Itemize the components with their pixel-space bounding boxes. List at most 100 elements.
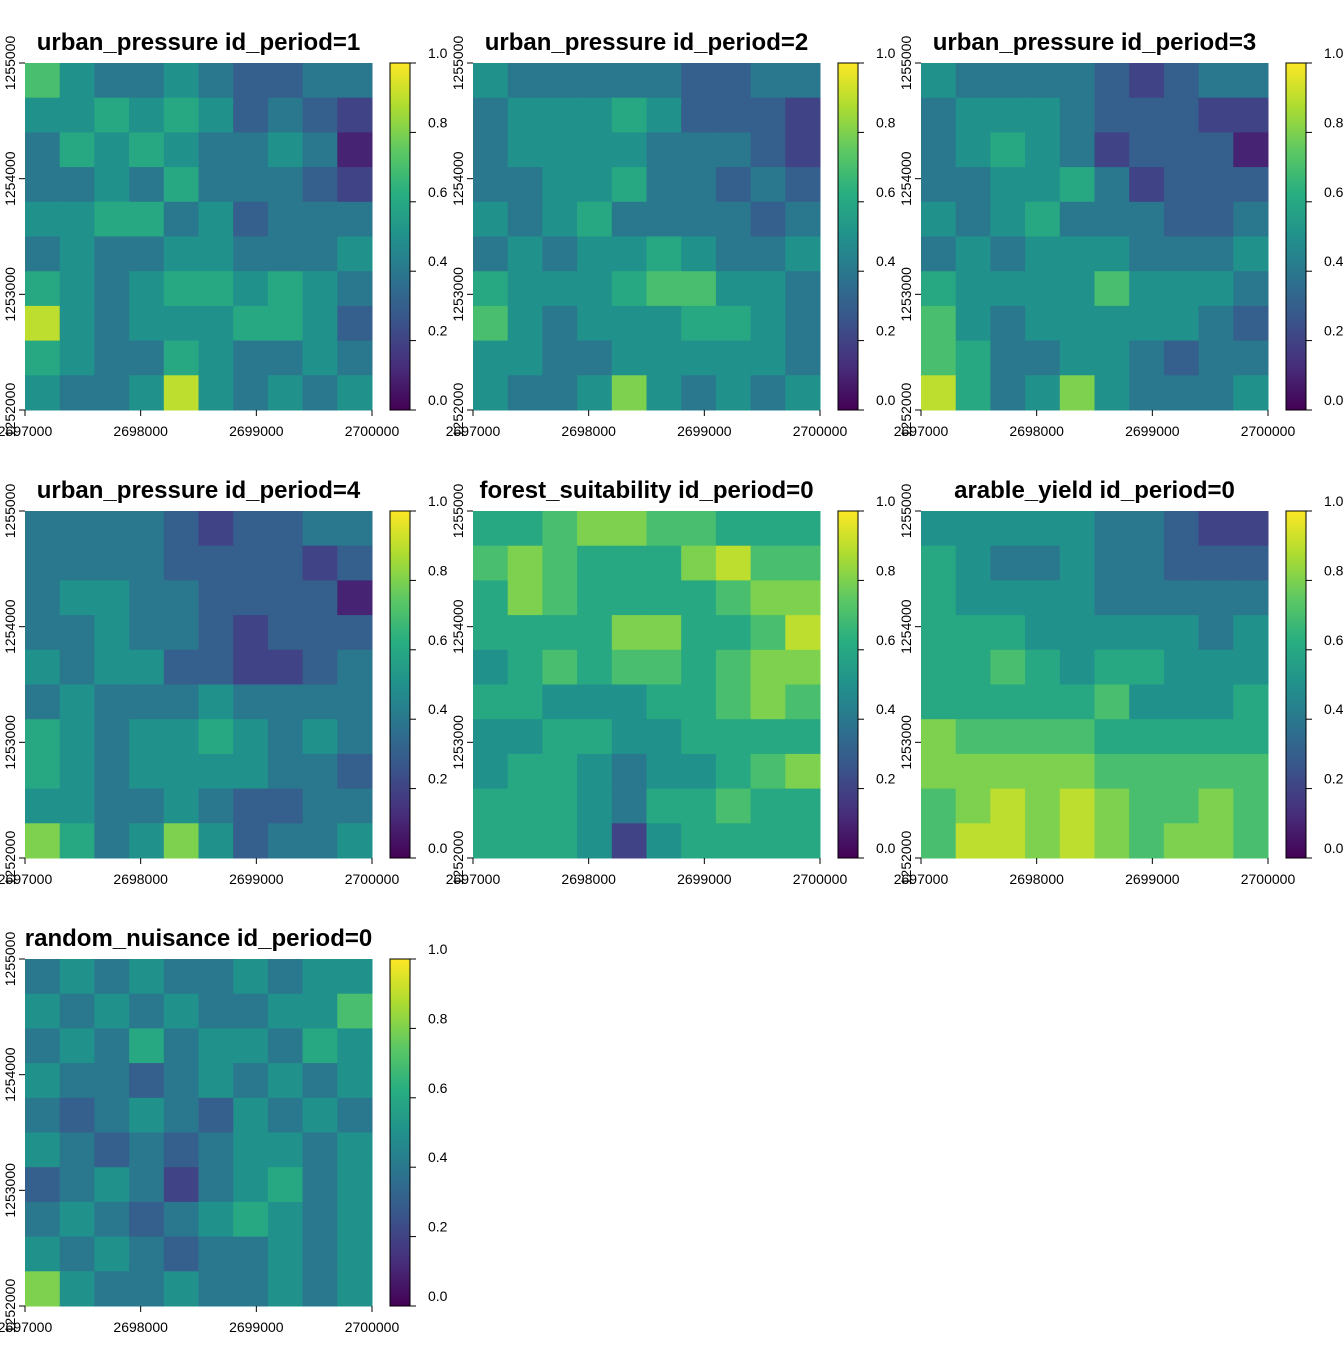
raster-cell <box>473 719 509 755</box>
y-tick-label: 1254000 <box>2 1047 18 1102</box>
raster-cell <box>233 615 269 651</box>
raster-cell <box>302 545 338 581</box>
raster-cell <box>542 649 578 685</box>
raster-cell <box>1025 340 1061 376</box>
raster-cell <box>473 340 509 376</box>
raster-cell <box>681 753 717 790</box>
raster-cell <box>955 97 991 133</box>
raster-cell <box>1094 684 1130 720</box>
raster-cell <box>233 132 269 168</box>
raster-cell <box>646 375 682 411</box>
raster-cell <box>94 1167 130 1203</box>
raster-cell <box>267 753 304 790</box>
raster-cell <box>59 271 95 307</box>
raster-cell <box>473 788 509 824</box>
raster-cell <box>198 511 234 547</box>
y-tick-label: 1254000 <box>2 151 18 206</box>
raster-cell <box>611 649 647 685</box>
raster-cell <box>198 719 234 755</box>
raster-cell <box>94 788 130 824</box>
raster-cell <box>94 201 130 237</box>
raster-cell <box>921 823 957 859</box>
raster-cell <box>59 684 95 720</box>
raster-cell <box>302 167 338 203</box>
raster-cell <box>1163 236 1200 272</box>
raster-cell <box>1025 649 1061 685</box>
raster-cell <box>681 545 717 581</box>
raster-cell <box>750 823 786 859</box>
raster-cell <box>507 511 543 547</box>
raster-cell <box>955 719 991 755</box>
raster-cell <box>163 649 199 685</box>
raster-cell <box>1129 375 1165 411</box>
y-tick-label: 1253000 <box>2 715 18 770</box>
raster-cell <box>542 719 578 755</box>
raster-cell <box>715 167 752 203</box>
raster-cell <box>955 511 991 547</box>
colorbar-tick-label: 0.2 <box>428 1219 448 1235</box>
raster-cell <box>94 823 130 859</box>
raster-cell <box>646 545 682 581</box>
raster-cell <box>1233 271 1269 307</box>
y-tick-label: 1255000 <box>450 484 466 539</box>
y-tick-label: 1255000 <box>2 36 18 91</box>
raster-cell <box>59 340 95 376</box>
raster-cell <box>1025 236 1061 272</box>
raster-cell <box>921 201 957 237</box>
colorbar-tick-label: 0.4 <box>1324 253 1344 269</box>
raster-cell <box>785 271 821 307</box>
raster-cell <box>94 1063 130 1099</box>
raster-cell <box>1025 97 1061 133</box>
raster-cell <box>1163 97 1200 133</box>
raster-cell <box>129 959 165 995</box>
raster-cell <box>1163 684 1200 720</box>
raster-cell <box>473 97 509 133</box>
raster-cell <box>267 823 304 859</box>
raster-cell <box>507 580 543 616</box>
raster-cell <box>1129 201 1165 237</box>
raster-cell <box>302 959 338 995</box>
raster-cell <box>59 1028 95 1064</box>
colorbar-tick-label: 0.4 <box>428 701 448 717</box>
raster-cell <box>233 684 269 720</box>
raster-cell <box>1233 132 1269 168</box>
raster-cell <box>267 993 304 1029</box>
raster-cell <box>59 788 95 824</box>
raster-cell <box>473 132 509 168</box>
raster-cell <box>337 511 373 547</box>
raster-cell <box>25 97 61 133</box>
raster-cell <box>267 1132 304 1168</box>
colorbar-tick-label: 1.0 <box>428 941 448 957</box>
raster-cell <box>233 375 269 411</box>
raster-cell <box>1129 788 1165 824</box>
raster-cell <box>681 788 717 824</box>
raster-cell <box>577 271 613 307</box>
raster-cell <box>750 167 786 203</box>
raster-cell <box>611 375 647 411</box>
raster-cell <box>25 1271 61 1307</box>
raster-cell <box>1198 271 1234 307</box>
raster-cell <box>715 649 752 685</box>
raster-cell <box>611 580 647 616</box>
raster-cell <box>25 959 61 995</box>
raster-cell <box>302 649 338 685</box>
raster-cell <box>921 340 957 376</box>
raster-cell <box>337 97 373 133</box>
x-tick-label: 2700000 <box>1241 871 1296 887</box>
colorbar-tick-label: 0.8 <box>876 114 896 130</box>
raster-cell <box>1163 545 1200 581</box>
raster-cell <box>921 375 957 411</box>
raster-cell <box>921 615 957 651</box>
raster-cell <box>198 97 234 133</box>
raster-cell <box>1025 201 1061 237</box>
raster-cell <box>715 753 752 790</box>
raster-cell <box>267 545 304 581</box>
raster-cell <box>25 511 61 547</box>
raster-cell <box>955 753 991 790</box>
raster-cell <box>785 375 821 411</box>
x-tick-label: 2697000 <box>0 871 52 887</box>
raster-cell <box>198 1097 234 1133</box>
raster-cell <box>785 305 821 342</box>
raster-cell <box>507 201 543 237</box>
raster-cell <box>1059 649 1095 685</box>
